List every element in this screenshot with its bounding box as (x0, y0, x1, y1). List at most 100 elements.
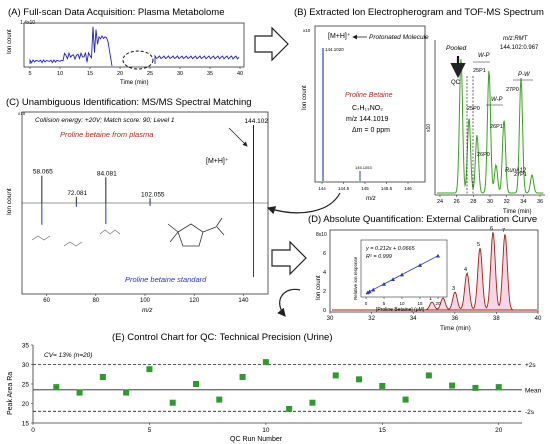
eie-mrt-line1: m/z:RMT (503, 36, 529, 42)
qc-point (262, 359, 269, 366)
eie-peak-label: 26P1 (490, 124, 503, 130)
panel-d-frame (329, 229, 539, 313)
panel-d-title: (D) Absolute Quantification: External Ca… (308, 214, 537, 225)
panel-e-ytick-label: 15 (22, 421, 30, 428)
eie-ylabel: x10 (426, 124, 432, 132)
panel-a-frame (23, 22, 245, 68)
panel-e-xtick-label: 10 (262, 427, 270, 434)
panel-a-x-tick-label: 30 (177, 71, 183, 77)
inset-x-tick-label: 5 (383, 301, 386, 306)
panel-d-x-tick-label: 40 (535, 316, 542, 322)
inset-xlabel: [Proline Betaine] (μM) (376, 307, 425, 313)
panel-a-x-tick-label: 40 (237, 71, 243, 77)
spectrum-main-peak-label: 144.1020 (325, 47, 344, 52)
panel-e-cv: CV= 13% (n=20) (44, 352, 92, 359)
eie-xlabel: Time (min) (503, 209, 531, 215)
spectrum-ylabel: Ion count (302, 85, 308, 110)
arrow-c-to-d (271, 240, 307, 276)
eie-qc: QC (451, 80, 461, 86)
eie-run: Run#12 (505, 168, 527, 174)
qc-point (332, 372, 339, 379)
arrow-d-to-e (277, 288, 301, 317)
panel-a-x-tick-label: 15 (87, 71, 93, 77)
panel-a-trace-early (29, 26, 113, 67)
spectrum-x-tick-label: 145 (361, 186, 369, 191)
panel-c-adduct-arrow (228, 127, 248, 147)
qc-point (425, 372, 432, 379)
calibration-peak-label: 1 (429, 296, 432, 302)
eie-peak-label: 27P1 (514, 172, 527, 178)
panel-e-title: (E) Control Chart for QC: Technical Prec… (112, 332, 333, 343)
eie-peak-label: 25P1 (473, 68, 486, 74)
panel-e-xticks: 0 5 10 15 20 (31, 423, 503, 434)
calibration-peak-label: 6 (490, 226, 493, 232)
panel-c-ylabel: Ion count (6, 188, 13, 215)
qc-point (193, 381, 199, 387)
eie-x-tick-label: 30 (487, 199, 493, 205)
qc-point (76, 389, 83, 396)
calibration-point (365, 290, 370, 295)
panel-e-points (53, 359, 502, 412)
panel-c-conditions: Collision energy: +20V; Match score: 90;… (35, 117, 175, 124)
eie-x-tick-label: 32 (504, 199, 510, 205)
panel-c-x-tick-label: 140 (238, 298, 249, 304)
panel-d-ylabel: Ion count (316, 275, 322, 300)
panel-a-x-tick-label: 20 (117, 71, 123, 77)
eie-peak-label: 26P0 (477, 152, 490, 158)
panel-e-ytick-label: 20 (22, 401, 30, 408)
panel-d-ymax: 8x10 (316, 232, 327, 238)
eie-xticks: 24 26 28 30 32 34 36 (437, 195, 543, 205)
inset-ylabel: Relative ion response (353, 256, 358, 300)
fragment-structures (31, 229, 121, 247)
panel-d-trace (332, 232, 537, 311)
calibration-point (418, 263, 422, 267)
eie-pw: P-W (518, 72, 531, 78)
inset-x-tick-label: 10 (399, 301, 405, 306)
panel-e-ylabel: Peak Area Ra (7, 372, 14, 415)
panel-a-x-tick-label: 5 (28, 71, 31, 77)
eie-wp-mid: W-P (491, 97, 503, 103)
qc-point (239, 373, 246, 380)
spectrum-ymax: x10 (303, 28, 311, 33)
compound-ppm: Δm = 0 ppm (352, 127, 390, 134)
panel-e-xtick-label: 15 (379, 427, 387, 434)
spectrum-adduct: [M+H]⁺ (328, 33, 351, 40)
panel-c: (C) Unambiguous Identification: MS/MS Sp… (6, 97, 269, 314)
panel-a-x-tick-label: 10 (57, 71, 63, 77)
qc-point (356, 376, 362, 383)
eie-wp-top: W-P (478, 53, 490, 59)
calibration-point (391, 277, 395, 282)
inset-x-tick-label: 0 (365, 301, 368, 306)
eie-pooled: Pooled (446, 45, 467, 52)
qc-point (123, 389, 130, 396)
qc-point (286, 405, 293, 412)
panel-a-trace-late (154, 54, 240, 64)
inset-points (365, 253, 440, 295)
qc-point (99, 373, 106, 380)
proline-betaine-structure (167, 217, 225, 247)
panel-c-xticks: 60 80 100 120 140 (43, 294, 249, 304)
panel-c-x-tick-label: 100 (140, 298, 151, 304)
eie-x-tick-label: 26 (454, 199, 460, 205)
panel-b-title: (B) Extracted Ion Electropherogram and T… (294, 7, 544, 18)
eie-x-tick-label: 28 (470, 199, 476, 205)
qc-point (216, 396, 223, 403)
panel-a-xlabel: Time (min) (120, 80, 148, 86)
panel-e-xtick-label: 20 (495, 427, 503, 434)
panel-a-x-tick-label: 25 (147, 71, 153, 77)
panel-d-x-tick-label: 34 (410, 316, 417, 322)
panel-c-fragment-labels: 58.065 72.081 84.081 102.055 144.102 (33, 118, 269, 198)
qc-point (309, 399, 316, 406)
panel-c-x-tick-label: 60 (43, 298, 50, 304)
panel-e-xlabel: QC Run Number (230, 436, 283, 443)
spectrum-xticks: 144 144.5 145 145.5 146 (318, 182, 412, 191)
panel-d-x-tick-label: 30 (327, 316, 334, 322)
panel-e-xtick-label: 0 (31, 427, 35, 434)
panel-a-ylabel: Ion count (7, 29, 13, 54)
spectrum-x-tick-label: 145.5 (381, 186, 393, 191)
spectrum-xlabel: m/z (366, 196, 376, 202)
panel-d-ytick-label: 4 (323, 270, 326, 276)
panel-e-xtick-label: 5 (148, 427, 152, 434)
calibration-point (382, 281, 386, 286)
